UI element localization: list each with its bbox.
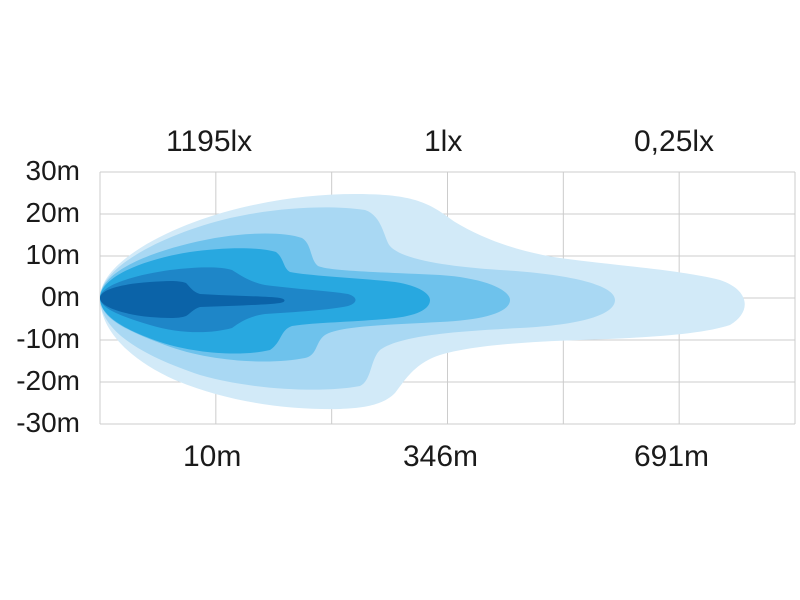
y-tick-0m: 0m: [41, 281, 80, 312]
y-tick-30m: 30m: [25, 155, 80, 186]
illuminance-label-2: 1lx: [424, 125, 463, 158]
contour-1195lx: [100, 281, 285, 318]
y-tick-neg20m: -20m: [16, 365, 80, 396]
distance-label-3: 691m: [634, 440, 710, 473]
illuminance-label-3: 0,25lx: [634, 125, 715, 158]
distance-label-2: 346m: [403, 440, 479, 473]
y-tick-neg30m: -30m: [16, 407, 80, 438]
y-tick-10m: 10m: [25, 239, 80, 270]
beam-contours: [100, 194, 745, 410]
distance-label-1: 10m: [183, 440, 242, 473]
illuminance-label-1: 1195lx: [166, 125, 253, 158]
y-tick-neg10m: -10m: [16, 323, 80, 354]
y-tick-20m: 20m: [25, 197, 80, 228]
